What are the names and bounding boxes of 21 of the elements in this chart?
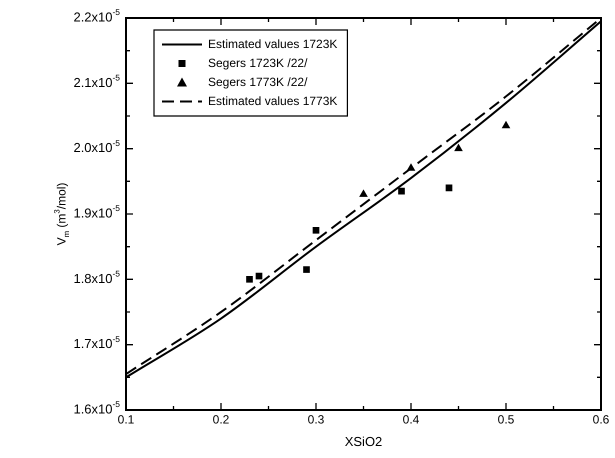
x-tick-label: 0.5 (498, 412, 515, 427)
x-tick-label: 0.2 (212, 412, 230, 427)
x-tick-label: 0.3 (308, 412, 325, 427)
point (446, 184, 452, 192)
point (398, 188, 405, 194)
legend-label: Estimated values 1723K (208, 36, 338, 51)
legend-label: Estimated values 1773K (208, 94, 338, 108)
x-tick-label: 0.4 (402, 412, 420, 427)
point (407, 164, 415, 171)
point (256, 272, 262, 280)
legend-label: Segers 1723K /22/ (208, 56, 308, 70)
point (246, 276, 253, 283)
x-tick-label: 0.6 (592, 412, 610, 427)
point (303, 266, 310, 273)
point (360, 190, 368, 197)
point (454, 144, 462, 152)
x-tick-label: 0.1 (118, 412, 135, 427)
point (312, 227, 320, 234)
legend-label: Segers 1773K /22/ (208, 74, 308, 89)
point (502, 121, 510, 128)
x-axis-title: XSiO2 (344, 434, 382, 449)
